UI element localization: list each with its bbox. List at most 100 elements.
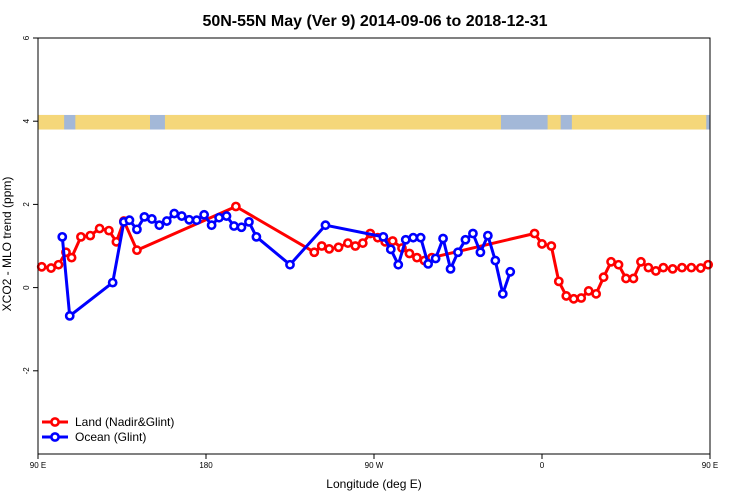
series-1 bbox=[57, 208, 516, 321]
data-point bbox=[412, 252, 422, 263]
data-point bbox=[230, 201, 241, 212]
band-land bbox=[38, 114, 65, 130]
y-tick-label: 4 bbox=[22, 118, 31, 123]
data-point bbox=[423, 258, 434, 269]
data-point bbox=[650, 266, 661, 276]
legend: Land (Nadir&Glint) Ocean (Glint) bbox=[42, 415, 174, 444]
data-point bbox=[591, 288, 602, 299]
data-point bbox=[621, 273, 631, 284]
data-point bbox=[643, 262, 654, 273]
band-land bbox=[571, 114, 707, 130]
data-point bbox=[76, 231, 86, 242]
data-point bbox=[333, 242, 344, 253]
x-axis: 90 E 180 90 W 0 90 E bbox=[30, 454, 718, 470]
data-point bbox=[85, 230, 96, 241]
data-point bbox=[404, 248, 415, 259]
data-point bbox=[251, 231, 262, 242]
data-point bbox=[320, 220, 331, 231]
data-point bbox=[546, 241, 557, 251]
data-point bbox=[529, 228, 540, 239]
data-point bbox=[408, 232, 419, 243]
y-axis: -2 0 2 4 6 bbox=[22, 35, 38, 374]
band-land bbox=[164, 114, 501, 130]
data-point bbox=[415, 232, 426, 243]
x-tick-label: 90 W bbox=[365, 461, 384, 470]
band-land bbox=[547, 114, 561, 130]
data-point bbox=[46, 263, 56, 273]
x-tick-label: 90 E bbox=[702, 461, 718, 470]
data-point bbox=[124, 215, 135, 226]
legend-land-label: Land (Nadir&Glint) bbox=[75, 415, 174, 429]
data-point bbox=[324, 244, 335, 254]
data-point bbox=[94, 223, 105, 234]
land-mask-band bbox=[38, 114, 710, 130]
data-point bbox=[628, 273, 639, 284]
data-point bbox=[199, 209, 210, 220]
data-point bbox=[236, 222, 247, 233]
data-point bbox=[606, 256, 616, 267]
data-point bbox=[176, 211, 187, 221]
legend-ocean-label: Ocean (Glint) bbox=[75, 430, 146, 444]
data-point bbox=[482, 230, 493, 241]
data-point bbox=[139, 211, 150, 222]
data-point bbox=[104, 225, 114, 236]
x-axis-label: Longitude (deg E) bbox=[326, 477, 421, 491]
data-point bbox=[561, 291, 572, 301]
data-point bbox=[438, 233, 448, 244]
data-point bbox=[132, 245, 142, 256]
x-tick-label: 180 bbox=[199, 461, 213, 470]
data-point bbox=[244, 216, 254, 227]
data-point bbox=[342, 238, 353, 248]
data-point bbox=[400, 234, 411, 245]
data-point bbox=[350, 241, 361, 251]
data-point bbox=[445, 263, 456, 274]
data-point bbox=[636, 256, 646, 267]
y-tick-label: -2 bbox=[22, 367, 31, 375]
data-point bbox=[497, 288, 508, 299]
data-point bbox=[357, 238, 368, 248]
data-point bbox=[537, 239, 547, 249]
data-point bbox=[285, 259, 295, 270]
band-land bbox=[75, 114, 150, 130]
data-point bbox=[57, 231, 68, 242]
y-axis-label: XCO2 - MLO trend (ppm) bbox=[0, 177, 14, 312]
data-point bbox=[316, 241, 327, 251]
legend-land-marker bbox=[50, 417, 60, 427]
data-point bbox=[64, 310, 75, 321]
data-point bbox=[613, 259, 624, 270]
data-point bbox=[107, 277, 118, 288]
data-point bbox=[132, 224, 142, 235]
data-point bbox=[686, 262, 697, 273]
data-point bbox=[553, 276, 564, 287]
data-point bbox=[161, 216, 172, 226]
data-point bbox=[490, 255, 501, 266]
data-point bbox=[184, 214, 195, 225]
chart-title: 50N-55N May (Ver 9) 2014-09-06 to 2018-1… bbox=[202, 13, 547, 30]
data-point bbox=[453, 247, 463, 258]
data-point bbox=[169, 208, 180, 219]
legend-ocean-marker bbox=[50, 432, 60, 442]
data-point bbox=[505, 266, 516, 277]
y-tick-label: 0 bbox=[22, 285, 31, 290]
data-point bbox=[36, 261, 47, 272]
plot-series bbox=[36, 201, 714, 321]
data-point bbox=[393, 259, 404, 270]
series-0 bbox=[36, 201, 714, 304]
data-point bbox=[460, 234, 471, 245]
data-point bbox=[468, 228, 478, 239]
data-point bbox=[154, 220, 165, 231]
data-point bbox=[576, 293, 587, 303]
data-point bbox=[475, 247, 486, 258]
x-tick-label: 0 bbox=[540, 461, 545, 470]
data-point bbox=[229, 221, 239, 231]
data-point bbox=[66, 252, 77, 263]
data-point bbox=[309, 247, 320, 258]
data-point bbox=[221, 211, 232, 221]
data-point bbox=[53, 259, 64, 270]
data-point bbox=[430, 253, 441, 264]
data-point bbox=[378, 231, 389, 242]
data-point bbox=[598, 272, 609, 283]
data-point bbox=[695, 263, 706, 273]
